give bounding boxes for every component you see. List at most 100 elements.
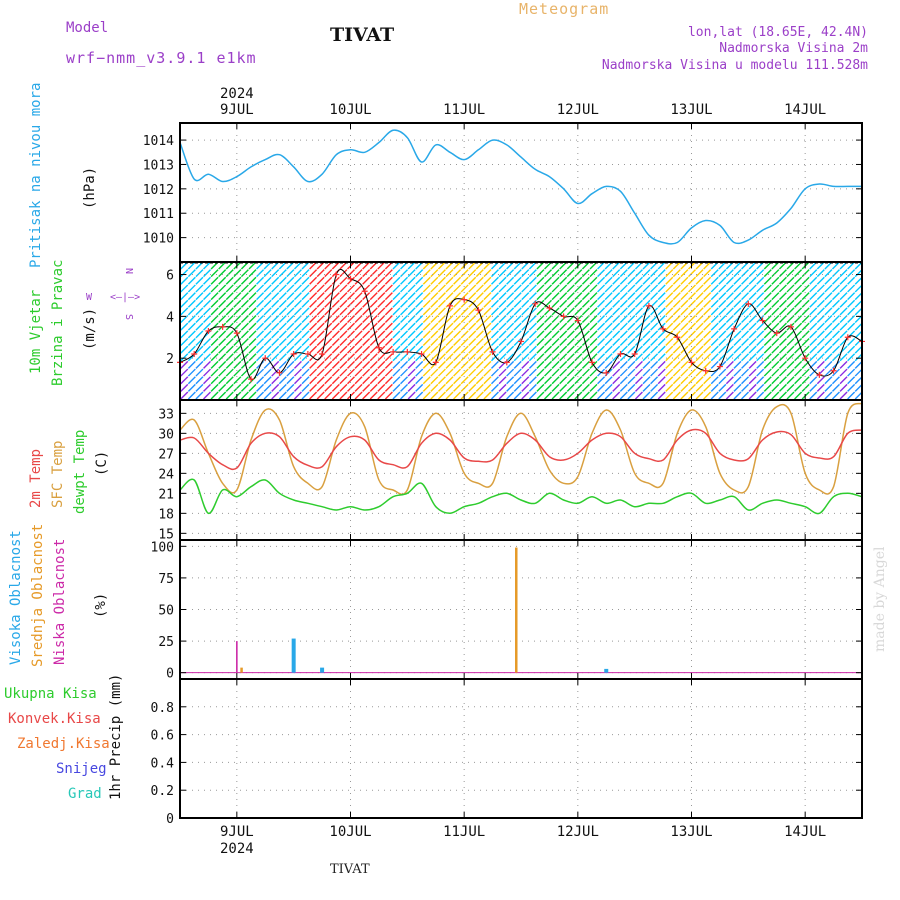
wind-barb xyxy=(627,322,636,331)
wind-barb xyxy=(453,360,462,369)
wind-barb xyxy=(551,292,560,301)
wind-barb xyxy=(445,383,454,392)
wind-barb xyxy=(392,391,401,400)
wind-barb xyxy=(710,383,719,392)
wind-barb xyxy=(778,368,787,377)
wind-barb xyxy=(831,353,840,362)
wind-barb xyxy=(657,292,666,301)
wind-barb xyxy=(521,345,530,354)
wind-barb xyxy=(581,391,590,400)
wind-barb xyxy=(748,368,757,377)
wind-barb xyxy=(816,337,825,346)
wind-barb xyxy=(809,292,818,301)
wind-barb xyxy=(786,353,795,362)
wind-barb xyxy=(688,345,696,354)
wind-barb xyxy=(263,307,272,316)
wind-barb xyxy=(392,337,401,346)
wind-barb xyxy=(354,383,363,392)
wind-barb xyxy=(339,276,348,285)
wind-barb xyxy=(248,383,257,392)
wind-barb xyxy=(551,376,560,385)
wind-barb xyxy=(256,368,265,377)
wind-barb xyxy=(695,353,704,362)
wind-barb xyxy=(203,276,212,285)
wind-barb xyxy=(771,284,780,293)
wind-barb xyxy=(384,330,393,339)
wind-barb xyxy=(741,337,750,346)
wind-barb xyxy=(377,360,386,369)
wind-barb xyxy=(422,345,431,354)
wind-barb xyxy=(847,353,856,362)
wind-barb xyxy=(468,383,477,392)
wind-barb xyxy=(544,330,553,339)
wind-barb xyxy=(574,322,583,331)
wind-barb xyxy=(362,368,371,377)
wind-barb xyxy=(453,322,462,331)
wind-speed-marker xyxy=(631,351,638,357)
wind-barb xyxy=(483,330,492,339)
wind-barb xyxy=(665,269,674,278)
wind-barb xyxy=(407,376,416,385)
wind-barb xyxy=(256,391,265,400)
wind-barb xyxy=(824,345,833,354)
wind-barb xyxy=(809,330,818,339)
wind-barb xyxy=(559,345,568,354)
wind-barb xyxy=(778,276,787,285)
wind-barb xyxy=(831,261,840,270)
wind-barb xyxy=(771,383,780,392)
wind-barb xyxy=(498,330,507,339)
wind-barb xyxy=(377,368,386,377)
wind-barb xyxy=(203,360,212,369)
wind-barb xyxy=(574,353,583,362)
cloud-bar xyxy=(236,641,238,673)
wind-barb xyxy=(642,360,651,369)
wind-barb xyxy=(407,307,416,316)
wind-barb xyxy=(248,276,257,285)
wind-barb xyxy=(839,383,848,392)
wind-barb xyxy=(263,292,272,301)
wind-speed-marker xyxy=(404,348,411,355)
wind-barb xyxy=(627,368,636,377)
wind-barb xyxy=(839,368,848,377)
wind-barb xyxy=(468,299,477,308)
wind-barb xyxy=(559,353,568,362)
wind-barb xyxy=(422,330,431,339)
y-tick-label: 33 xyxy=(158,407,174,422)
wind-barb xyxy=(634,360,643,369)
wind-barb xyxy=(801,345,810,354)
wind-barb xyxy=(544,360,553,369)
wind-barb xyxy=(392,292,401,301)
wind-barb xyxy=(309,337,318,346)
wind-barb xyxy=(604,391,613,400)
wind-barb xyxy=(650,292,659,301)
wind-barb xyxy=(528,383,537,392)
wind-barb xyxy=(794,322,803,331)
wind-barb xyxy=(619,368,628,377)
wind-barb xyxy=(468,322,477,331)
wind-barb xyxy=(203,261,212,270)
wind-barb xyxy=(786,360,795,369)
wind-barb xyxy=(521,322,530,331)
wind-barb xyxy=(187,345,196,354)
wind-barb xyxy=(748,391,757,400)
wind-direction-bands xyxy=(180,261,863,400)
wind-barb xyxy=(316,299,325,308)
wind-barb xyxy=(286,376,295,385)
wind-barb xyxy=(498,299,507,308)
wind-barb xyxy=(847,360,856,369)
wind-barb xyxy=(475,376,484,385)
wind-barb xyxy=(339,299,348,308)
wind-speed-marker xyxy=(361,288,368,295)
wind-barb xyxy=(604,360,613,369)
wind-barb xyxy=(377,383,386,392)
wind-barb xyxy=(703,299,712,308)
wind-barb xyxy=(695,292,704,301)
wind-barb xyxy=(756,360,765,369)
wind-barb xyxy=(680,284,689,293)
wind-barb xyxy=(263,391,272,400)
wind-barb xyxy=(384,368,393,377)
wind-speed-marker xyxy=(830,367,837,374)
wind-barb xyxy=(703,261,712,270)
wind-barb xyxy=(839,315,848,324)
wind-barb xyxy=(407,276,416,285)
